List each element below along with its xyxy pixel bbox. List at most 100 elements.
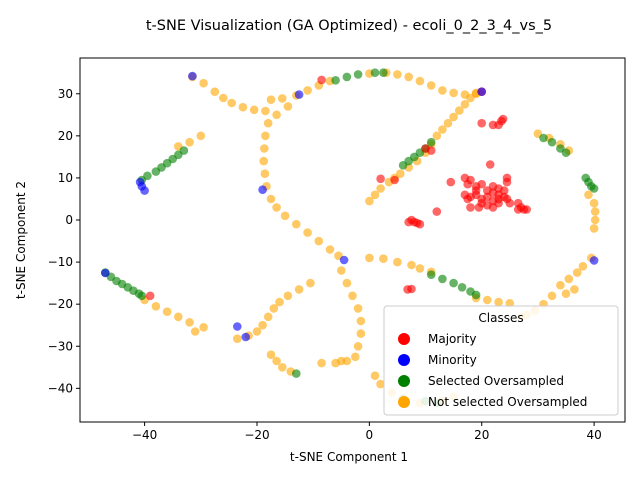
point-not-selected-oversampled-11 (303, 86, 312, 95)
point-majority-38 (466, 203, 475, 212)
point-not-selected-oversampled-76 (370, 371, 380, 381)
point-not-selected-oversampled-41 (151, 302, 161, 311)
point-not-selected-oversampled-74 (351, 352, 360, 362)
point-not-selected-oversampled-3 (219, 93, 228, 103)
chart-title: t-SNE Visualization (GA Optimized) - eco… (146, 18, 552, 34)
point-not-selected-oversampled-57 (266, 350, 276, 360)
x-axis-title: t-SNE Component 1 (290, 450, 408, 464)
point-selected-oversampled-16 (331, 76, 340, 85)
point-majority-8 (376, 174, 385, 184)
point-selected-oversampled-20 (379, 68, 388, 77)
point-not-selected-oversampled-115 (584, 190, 593, 200)
point-not-selected-oversampled-58 (272, 356, 281, 366)
point-majority-4 (498, 114, 508, 124)
y-tick-label: −30 (48, 339, 73, 353)
legend-marker-not-selected-oversampled (398, 396, 410, 408)
point-not-selected-oversampled-70 (353, 304, 363, 313)
point-majority-17 (463, 179, 473, 189)
point-not-selected-oversampled-32 (280, 211, 290, 221)
point-not-selected-oversampled-18 (415, 76, 425, 86)
point-not-selected-oversampled-47 (233, 334, 242, 344)
point-not-selected-oversampled-7 (261, 106, 270, 116)
legend-label-minority: Minority (428, 353, 477, 367)
point-majority-40 (463, 194, 473, 204)
point-majority-41 (471, 186, 481, 195)
point-not-selected-oversampled-2 (210, 87, 220, 96)
point-not-selected-oversampled-124 (556, 280, 565, 290)
point-not-selected-oversampled-119 (589, 224, 599, 233)
point-selected-oversampled-9 (143, 171, 152, 181)
point-not-selected-oversampled-45 (190, 327, 200, 336)
legend-marker-majority (398, 333, 410, 345)
point-not-selected-oversampled-5 (238, 102, 248, 112)
point-minority-0 (101, 268, 110, 278)
point-selected-oversampled-18 (353, 70, 363, 79)
point-minority-10 (477, 87, 487, 96)
point-not-selected-oversampled-1 (199, 78, 208, 88)
point-not-selected-oversampled-59 (278, 363, 287, 372)
point-not-selected-oversampled-67 (337, 266, 346, 275)
point-not-selected-oversampled-93 (365, 196, 374, 206)
point-not-selected-oversampled-118 (590, 215, 600, 225)
point-majority-14 (485, 160, 495, 169)
point-majority-57 (407, 284, 416, 294)
point-not-selected-oversampled-90 (483, 295, 492, 305)
point-selected-oversampled-30 (457, 283, 467, 292)
point-not-selected-oversampled-122 (572, 268, 582, 277)
point-not-selected-oversampled-28 (260, 169, 270, 178)
point-not-selected-oversampled-91 (494, 297, 503, 307)
legend-marker-selected-oversampled (398, 375, 410, 387)
x-tick-label: 20 (474, 428, 489, 442)
point-minority-5 (294, 90, 304, 99)
point-not-selected-oversampled-103 (432, 131, 442, 141)
point-selected-oversampled-27 (426, 270, 436, 280)
point-not-selected-oversampled-68 (342, 278, 352, 288)
point-not-selected-oversampled-123 (564, 274, 574, 284)
point-not-selected-oversampled-107 (455, 106, 464, 115)
x-tick-label: 40 (586, 428, 601, 442)
point-selected-oversampled-36 (561, 148, 571, 157)
point-not-selected-oversampled-49 (252, 327, 262, 336)
point-not-selected-oversampled-55 (294, 285, 304, 294)
point-majority-12 (432, 207, 442, 216)
x-tick-label: 0 (366, 428, 374, 442)
point-not-selected-oversampled-73 (353, 342, 363, 351)
y-tick-label: −10 (48, 255, 73, 269)
point-majority-19 (477, 179, 487, 189)
legend: Classes Majority Minority Selected Oversam… (383, 305, 619, 416)
point-selected-oversampled-28 (438, 274, 447, 284)
point-not-selected-oversampled-83 (365, 253, 374, 263)
y-tick-label: −20 (48, 297, 73, 311)
point-not-selected-oversampled-86 (407, 260, 416, 270)
point-not-selected-oversampled-95 (376, 184, 385, 193)
point-majority-7 (494, 120, 503, 130)
point-minority-8 (241, 332, 250, 342)
point-majority-39 (474, 203, 484, 212)
point-selected-oversampled-32 (471, 290, 481, 300)
legend-label-majority: Majority (428, 332, 476, 346)
point-selected-oversampled-34 (547, 137, 557, 147)
point-majority-37 (494, 198, 503, 208)
point-not-selected-oversampled-24 (263, 118, 273, 128)
point-selected-oversampled-33 (539, 133, 548, 143)
point-not-selected-oversampled-43 (174, 312, 183, 322)
point-selected-oversampled-29 (449, 278, 458, 288)
point-not-selected-oversampled-125 (547, 291, 557, 301)
point-selected-oversampled-41 (292, 369, 301, 378)
point-not-selected-oversampled-53 (275, 297, 284, 307)
point-not-selected-oversampled-121 (578, 262, 588, 271)
point-not-selected-oversampled-64 (317, 358, 326, 368)
legend-label-not-selected-oversampled: Not selected Oversampled (428, 395, 587, 409)
point-not-selected-oversampled-46 (199, 323, 208, 332)
point-not-selected-oversampled-50 (258, 320, 267, 330)
point-not-selected-oversampled-6 (249, 105, 259, 115)
point-not-selected-oversampled-4 (227, 98, 236, 108)
point-not-selected-oversampled-30 (266, 194, 276, 204)
point-minority-11 (589, 256, 599, 265)
point-minority-7 (233, 322, 242, 331)
point-not-selected-oversampled-36 (325, 245, 335, 254)
point-not-selected-oversampled-31 (272, 203, 281, 212)
y-tick-label: −40 (48, 381, 73, 395)
point-majority-1 (317, 75, 326, 85)
point-not-selected-oversampled-61 (196, 131, 206, 141)
